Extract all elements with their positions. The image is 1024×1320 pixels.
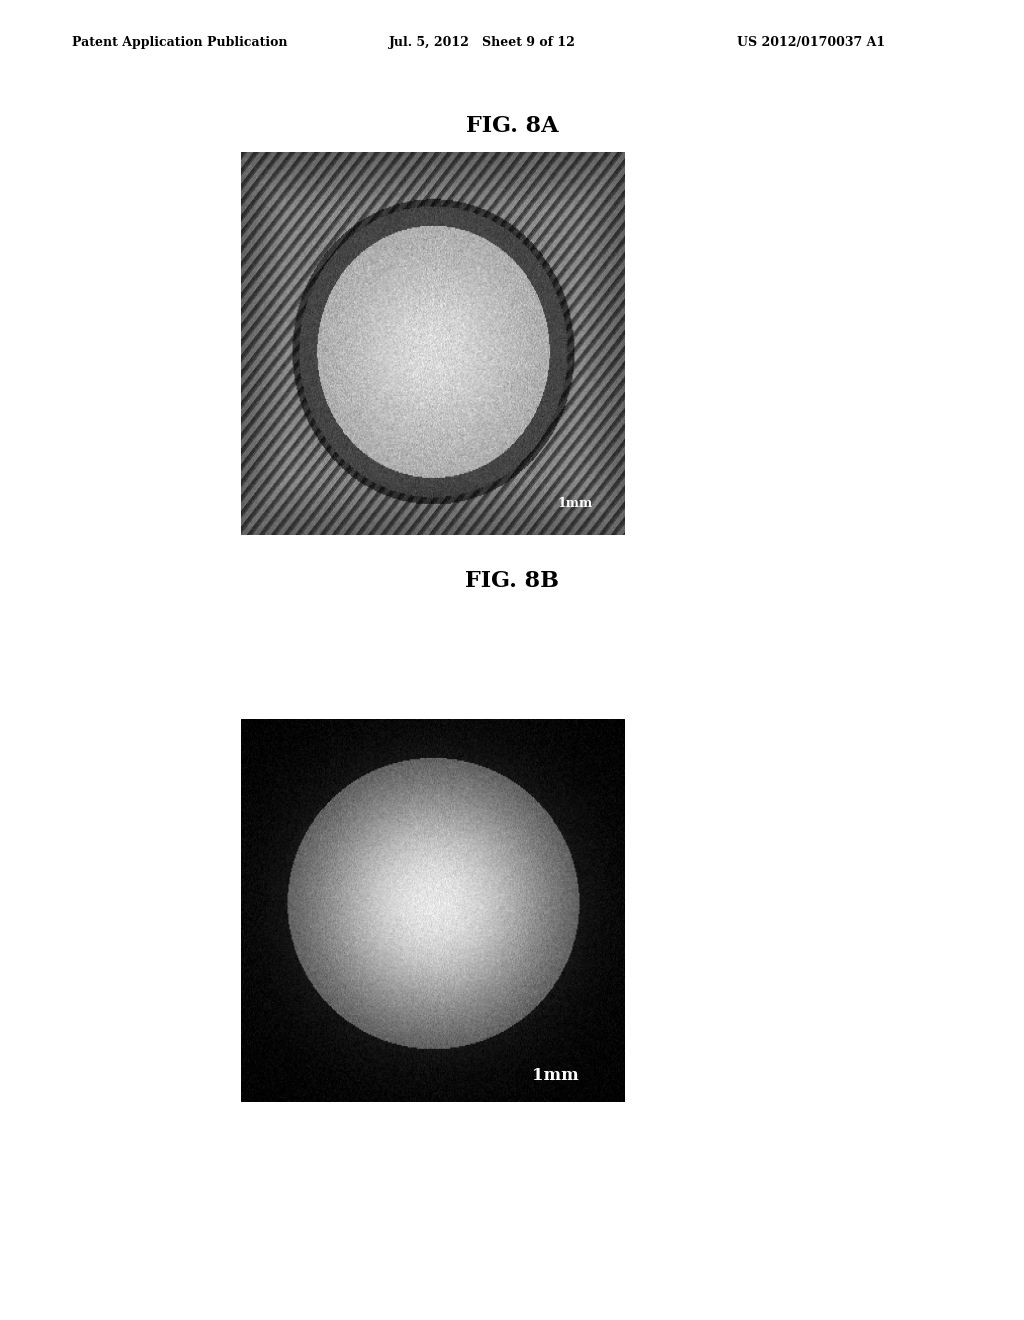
Text: Patent Application Publication: Patent Application Publication (72, 36, 287, 49)
Text: US 2012/0170037 A1: US 2012/0170037 A1 (737, 36, 886, 49)
Text: 1mm: 1mm (532, 1067, 579, 1084)
Text: Jul. 5, 2012   Sheet 9 of 12: Jul. 5, 2012 Sheet 9 of 12 (389, 36, 575, 49)
Text: FIG. 8A: FIG. 8A (466, 115, 558, 137)
Text: 1mm: 1mm (557, 498, 592, 511)
Text: FIG. 8B: FIG. 8B (465, 570, 559, 593)
